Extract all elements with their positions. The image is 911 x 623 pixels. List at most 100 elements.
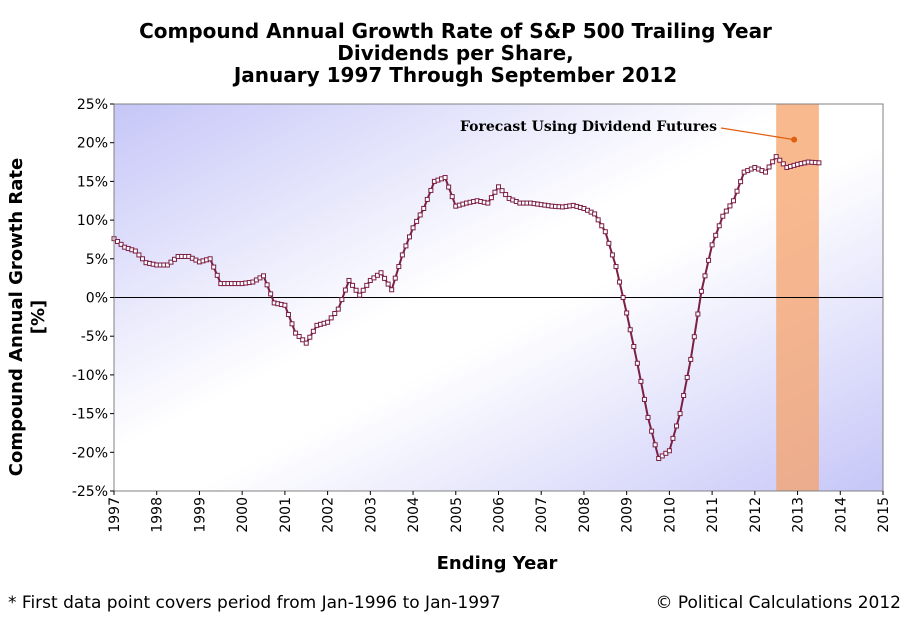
data-point	[656, 455, 662, 461]
data-point	[328, 315, 334, 321]
data-point	[631, 344, 637, 350]
data-point	[403, 243, 409, 249]
x-tick-label: 1997	[107, 497, 123, 533]
data-point	[364, 282, 370, 288]
data-point	[382, 275, 388, 281]
data-point	[428, 187, 434, 193]
data-point	[168, 259, 174, 265]
data-point	[172, 256, 178, 262]
data-point	[624, 310, 630, 316]
data-point	[414, 218, 420, 224]
data-point	[132, 248, 138, 254]
data-point	[706, 257, 712, 263]
data-point	[627, 327, 633, 333]
data-point	[663, 450, 669, 456]
data-point	[698, 288, 704, 294]
data-point	[442, 175, 448, 181]
data-point	[136, 252, 142, 258]
data-point	[659, 453, 665, 459]
x-tick-label: 1999	[192, 497, 208, 533]
y-tick-label: 20%	[77, 136, 108, 152]
data-point	[300, 337, 306, 343]
data-point	[670, 435, 676, 441]
data-point	[367, 277, 373, 283]
data-point	[681, 393, 687, 399]
data-point	[296, 333, 302, 339]
data-point	[602, 229, 608, 235]
data-point	[310, 328, 316, 334]
x-tick-label: 2010	[662, 497, 678, 533]
data-point	[613, 264, 619, 270]
data-point	[599, 223, 605, 229]
data-point	[264, 282, 270, 288]
data-point	[285, 312, 291, 318]
chart-title-line-1: Compound Annual Growth Rate of S&P 500 T…	[139, 19, 772, 43]
data-point	[214, 272, 220, 278]
data-point	[139, 256, 145, 262]
data-point	[645, 414, 651, 420]
data-point	[360, 287, 366, 293]
data-point	[734, 188, 740, 194]
data-point	[666, 448, 672, 454]
data-point	[720, 213, 726, 219]
data-point	[211, 264, 217, 270]
y-tick-label: -15%	[72, 407, 108, 423]
data-point	[357, 292, 363, 298]
x-tick-label: 1998	[150, 497, 166, 533]
data-point	[684, 374, 690, 380]
data-point	[488, 195, 494, 201]
chart-title: Compound Annual Growth Rate of S&P 500 T…	[0, 20, 911, 86]
x-tick-label: 2000	[235, 497, 251, 533]
data-point	[307, 334, 313, 340]
data-point	[780, 161, 786, 167]
data-point	[709, 242, 715, 248]
data-point	[385, 281, 391, 287]
data-point	[339, 297, 345, 303]
data-point	[282, 302, 288, 308]
data-point	[716, 223, 722, 229]
data-point	[485, 200, 491, 206]
y-tick-label: 0%	[86, 291, 108, 307]
data-point	[289, 321, 295, 327]
data-point	[695, 311, 701, 317]
y-tick-label: -5%	[81, 329, 108, 345]
data-point	[371, 275, 377, 281]
data-point	[421, 205, 427, 211]
data-point	[595, 217, 601, 223]
data-point	[335, 306, 341, 312]
x-tick-label: 2001	[278, 497, 294, 533]
footnote: * First data point covers period from Ja…	[8, 593, 501, 613]
data-point	[446, 184, 452, 190]
data-point	[713, 232, 719, 238]
x-tick-label: 2011	[705, 497, 721, 533]
y-tick-label: -10%	[72, 368, 108, 384]
x-tick-label: 2014	[833, 497, 849, 533]
data-point	[738, 179, 744, 185]
data-point	[617, 279, 623, 285]
data-point	[293, 330, 299, 336]
x-tick-label: 2004	[406, 497, 422, 533]
data-point	[492, 189, 498, 195]
annotation-text: Forecast Using Dividend Futures	[460, 119, 717, 135]
data-point	[638, 378, 644, 384]
y-tick-label: 15%	[77, 174, 108, 190]
x-tick-label: 2013	[791, 497, 807, 533]
data-point	[770, 159, 776, 165]
data-point	[763, 169, 769, 175]
data-point	[115, 239, 121, 245]
data-point	[261, 273, 267, 279]
data-point	[396, 264, 402, 270]
x-tick-label: 2002	[321, 497, 337, 533]
data-point	[406, 234, 412, 240]
data-point	[207, 256, 213, 262]
data-point	[674, 423, 680, 429]
data-point	[620, 295, 626, 300]
credit: © Political Calculations 2012	[655, 593, 901, 613]
data-point	[503, 192, 509, 198]
data-point	[303, 340, 309, 346]
data-point	[777, 157, 783, 163]
x-tick-label: 2009	[620, 497, 636, 533]
data-point	[424, 196, 430, 202]
data-point	[118, 241, 124, 247]
